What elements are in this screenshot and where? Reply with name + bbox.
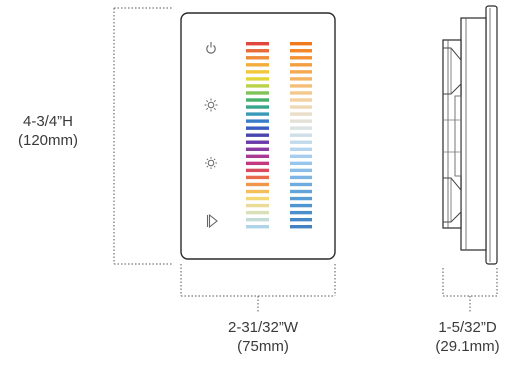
slider-segment bbox=[246, 203, 269, 208]
slider-segment bbox=[246, 77, 269, 81]
depth-dimension-label: 1-5/32”D (29.1mm) bbox=[418, 318, 517, 356]
slider-segment bbox=[290, 161, 312, 166]
brightness-down-icon bbox=[205, 157, 217, 169]
slider-segment bbox=[246, 98, 269, 102]
slider-segment bbox=[246, 210, 269, 215]
slider-segment bbox=[290, 56, 312, 60]
slider-segment bbox=[290, 98, 312, 102]
slider-segment bbox=[246, 154, 269, 159]
slider-segment bbox=[290, 210, 312, 215]
depth-metric: (29.1mm) bbox=[435, 338, 500, 355]
width-dimension-label: 2-31/32”W (75mm) bbox=[200, 318, 326, 356]
depth-dimension-line bbox=[442, 268, 498, 312]
slider-segment bbox=[290, 225, 312, 229]
slider-segment bbox=[246, 119, 269, 123]
slider-segment bbox=[290, 147, 312, 151]
slider-segment bbox=[290, 126, 312, 130]
slider-segment bbox=[246, 42, 269, 46]
slider-segment bbox=[246, 133, 269, 137]
slider-segment bbox=[290, 63, 312, 67]
slider-segment bbox=[246, 189, 269, 194]
slider-segment bbox=[246, 70, 269, 74]
slider-segment bbox=[290, 77, 312, 81]
height-imperial: 4-3/4”H bbox=[22, 113, 74, 130]
depth-imperial: 1-5/32”D bbox=[438, 319, 497, 336]
slider-segment bbox=[290, 133, 312, 137]
slider-segment bbox=[246, 126, 269, 130]
slider-segment bbox=[290, 168, 312, 173]
slider-segment bbox=[290, 112, 312, 116]
width-dimension-line bbox=[180, 264, 336, 312]
slider-segment bbox=[246, 84, 269, 88]
width-metric: (75mm) bbox=[237, 338, 289, 355]
slider-segment bbox=[246, 147, 269, 151]
slider-segment bbox=[290, 119, 312, 123]
slider-segment bbox=[246, 112, 269, 116]
slider-segment bbox=[290, 203, 312, 208]
slider-segment bbox=[290, 84, 312, 88]
slider-segment bbox=[246, 63, 269, 67]
brightness-up-icon bbox=[204, 98, 218, 112]
slider-segment bbox=[246, 168, 269, 173]
power-icon bbox=[206, 42, 216, 54]
slider-segment bbox=[246, 56, 269, 60]
slider-segment bbox=[290, 42, 312, 46]
slider-segment bbox=[246, 225, 269, 229]
slider-segment bbox=[290, 217, 312, 222]
slider-segment bbox=[290, 189, 312, 194]
slider-segment bbox=[290, 70, 312, 74]
slider-segment bbox=[290, 105, 312, 109]
height-dimension-label: 4-3/4”H (120mm) bbox=[0, 112, 96, 150]
slider-segment bbox=[290, 140, 312, 144]
slider-segment bbox=[290, 175, 312, 180]
slider-segment bbox=[246, 175, 269, 180]
height-metric: (120mm) bbox=[17, 132, 78, 149]
left-color-slider bbox=[246, 42, 269, 229]
slider-segment bbox=[290, 196, 312, 201]
slider-segment bbox=[246, 182, 269, 187]
slider-segment bbox=[246, 196, 269, 201]
right-color-slider bbox=[290, 42, 312, 229]
width-imperial: 2-31/32”W bbox=[227, 319, 299, 336]
slider-segment bbox=[246, 49, 269, 53]
slider-segment bbox=[246, 105, 269, 109]
slider-segment bbox=[246, 217, 269, 222]
slider-segment bbox=[290, 91, 312, 95]
slider-segment bbox=[246, 140, 269, 144]
slider-segment bbox=[246, 161, 269, 166]
side-view bbox=[442, 5, 498, 265]
slider-segment bbox=[290, 154, 312, 159]
height-dimension-line bbox=[113, 7, 172, 265]
front-panel bbox=[180, 12, 336, 260]
slider-segment bbox=[290, 182, 312, 187]
play-mode-icon bbox=[206, 213, 218, 229]
slider-segment bbox=[290, 49, 312, 53]
slider-segment bbox=[246, 91, 269, 95]
